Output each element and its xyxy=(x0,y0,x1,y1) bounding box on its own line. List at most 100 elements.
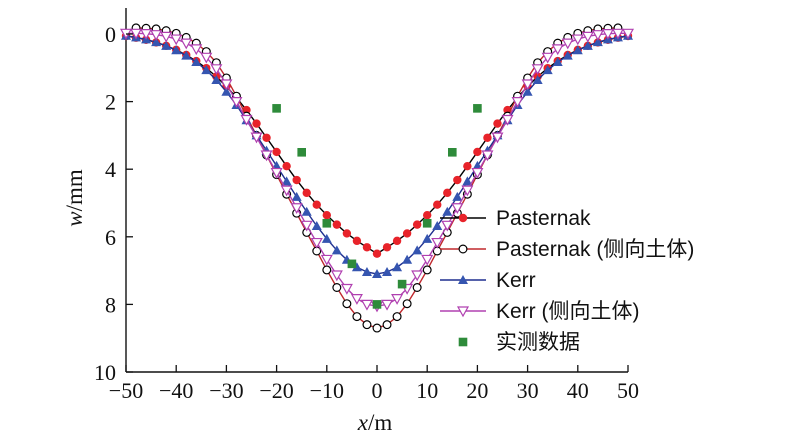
data-point xyxy=(272,147,281,157)
legend-label: 实测数据 xyxy=(496,331,580,354)
data-point xyxy=(372,323,382,333)
data-point xyxy=(190,44,203,56)
data-point xyxy=(448,148,457,157)
data-point xyxy=(422,233,433,243)
data-point xyxy=(552,57,563,67)
data-point xyxy=(362,320,372,330)
data-point xyxy=(601,29,614,40)
y-axis-title-unit: /mm xyxy=(62,169,87,211)
data-point xyxy=(611,28,624,40)
data-point xyxy=(252,119,261,128)
data-point xyxy=(501,114,514,126)
data-point xyxy=(300,220,313,232)
data-point xyxy=(360,299,373,311)
series-layer xyxy=(119,23,635,333)
x-tick-label: 30 xyxy=(517,378,539,403)
data-point xyxy=(382,320,392,330)
data-point xyxy=(272,104,281,113)
data-point xyxy=(260,150,273,162)
y-tick-label: 6 xyxy=(105,225,116,250)
y-tick-label: 10 xyxy=(94,360,116,385)
data-point xyxy=(372,300,382,309)
data-point xyxy=(312,200,321,209)
data-point xyxy=(331,245,342,255)
y-tick-label: 4 xyxy=(105,157,116,182)
legend-item-1: Pasternak xyxy=(440,207,591,230)
x-axis-title: x/m xyxy=(357,410,393,435)
legend-marker xyxy=(458,275,468,284)
data-point xyxy=(322,210,331,220)
ticks-layer: −50 −40 −30 −20 −10 0 10 20 30 40 50 0 2 4 6 8 10 xyxy=(94,22,639,403)
x-tick-label: −20 xyxy=(259,378,293,403)
legend: Pasternak Pasternak (侧向土体) Kerr Kerr (侧向土体)… xyxy=(440,207,694,354)
data-point xyxy=(561,38,574,50)
data-point xyxy=(461,185,474,197)
data-point xyxy=(322,265,332,275)
y-axis-title-var: w xyxy=(62,211,87,227)
data-point xyxy=(291,191,302,201)
data-point xyxy=(347,259,357,269)
data-point xyxy=(481,150,494,162)
data-point xyxy=(433,200,442,209)
data-point xyxy=(421,254,434,266)
x-tick-label: 20 xyxy=(466,378,488,403)
y-tick-label: 2 xyxy=(105,90,116,115)
data-point xyxy=(581,31,594,43)
data-point xyxy=(281,176,292,186)
data-point xyxy=(340,283,353,295)
data-point xyxy=(411,270,424,282)
data-point xyxy=(220,79,233,91)
data-point xyxy=(191,57,202,67)
data-point xyxy=(320,254,333,266)
x-tick-label: −10 xyxy=(310,378,344,403)
data-point xyxy=(443,188,452,198)
data-point xyxy=(140,29,153,40)
x-tick-label: 50 xyxy=(617,378,639,403)
data-point xyxy=(282,161,291,171)
legend-marker xyxy=(458,337,468,347)
data-point xyxy=(542,65,553,75)
y-tick-label: 0 xyxy=(105,22,116,47)
data-point xyxy=(462,176,473,186)
data-point xyxy=(150,30,163,41)
data-point xyxy=(521,79,534,91)
legend-marker xyxy=(456,306,470,318)
data-point xyxy=(397,279,407,289)
data-point xyxy=(493,119,502,128)
data-point xyxy=(571,34,584,46)
data-point xyxy=(451,203,464,214)
x-axis-title-var: x xyxy=(357,410,369,435)
legend-item-5: 实测数据 xyxy=(458,331,580,354)
legend-marker xyxy=(458,213,468,223)
data-point xyxy=(322,218,332,228)
y-tick-label: 8 xyxy=(105,292,116,317)
data-point xyxy=(292,175,301,185)
data-point xyxy=(350,294,363,305)
data-point xyxy=(297,148,306,157)
data-point xyxy=(352,312,362,322)
data-point xyxy=(311,220,322,230)
data-point xyxy=(230,96,243,108)
data-point xyxy=(392,236,402,246)
data-point xyxy=(342,299,352,309)
data-point xyxy=(621,28,635,40)
data-point xyxy=(201,65,212,75)
legend-label: Pasternak (侧向土体) xyxy=(496,238,694,261)
data-point xyxy=(180,38,193,50)
data-point xyxy=(330,270,343,282)
legend-label: Kerr (侧向土体) xyxy=(496,300,640,323)
legend-label: Pasternak xyxy=(496,207,591,230)
data-point xyxy=(471,167,484,179)
series-5 xyxy=(272,104,482,309)
data-point xyxy=(382,243,392,252)
x-axis-title-unit: /m xyxy=(368,410,392,435)
data-point xyxy=(463,161,472,171)
data-point xyxy=(361,266,372,276)
data-point xyxy=(332,220,342,229)
data-point xyxy=(170,34,183,46)
data-point xyxy=(262,133,271,142)
data-point xyxy=(412,283,422,293)
data-point xyxy=(181,50,192,60)
x-tick-label: 0 xyxy=(372,378,383,403)
data-point xyxy=(200,52,213,64)
